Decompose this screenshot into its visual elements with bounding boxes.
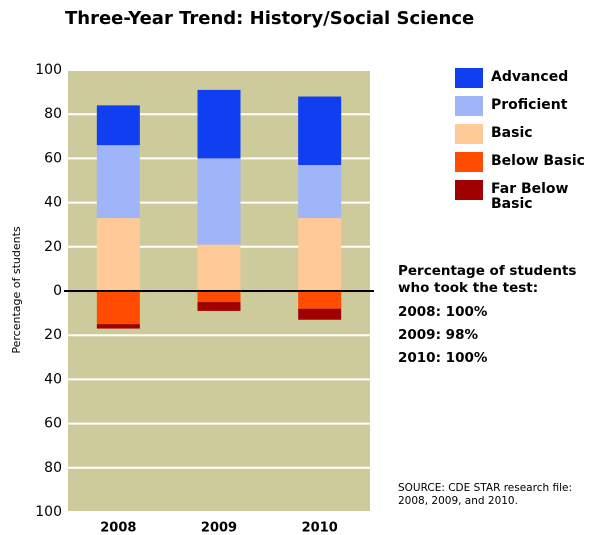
source: SOURCE: CDE STAR research file: 2008, 20… [398, 482, 572, 507]
chart-title: Three-Year Trend: History/Social Science [65, 8, 474, 29]
legend-swatch [455, 180, 483, 200]
y-tick-label: 100 [35, 62, 62, 78]
legend-swatch [455, 124, 483, 144]
bar-segment [197, 158, 241, 245]
y-tick-label: 20 [44, 239, 62, 255]
legend-label: Below Basic [491, 153, 585, 169]
bar-segment [298, 165, 342, 219]
legend-label: Advanced [491, 69, 569, 85]
legend-label: Proficient [491, 97, 568, 113]
note-line: 2010: 100% [398, 350, 488, 366]
legend-item: Below Basic [455, 152, 586, 180]
legend-swatch [455, 68, 483, 88]
y-tick-label: 40 [44, 371, 62, 387]
y-tick-label: 40 [44, 195, 62, 211]
y-tick-label: 60 [44, 150, 62, 166]
legend-item: Proficient [455, 96, 586, 124]
legend-item: Basic [455, 124, 586, 152]
legend-swatch [455, 152, 483, 172]
y-tick-label: 60 [44, 416, 62, 432]
bar-segment [298, 96, 342, 166]
bar-segment [298, 291, 342, 309]
y-tick-label: 20 [44, 327, 62, 343]
bar-segment [96, 145, 140, 219]
legend-label: Far Below Basic [491, 181, 569, 212]
x-tick-label: 2008 [100, 521, 136, 535]
bar-segment [298, 308, 342, 320]
x-tick-label: 2009 [201, 521, 237, 535]
y-tick-label: 80 [44, 106, 62, 122]
legend: Advanced Proficient Basic Below Basic Far Be… [455, 68, 586, 212]
x-tick-label: 2010 [302, 521, 338, 535]
y-tick-label: 80 [44, 460, 62, 476]
bar-segment [96, 105, 140, 146]
bar-segment [96, 324, 140, 329]
bar-segment [96, 291, 140, 325]
legend-item: Far Below Basic [455, 180, 586, 212]
bar-segment [197, 244, 241, 291]
bar-segment [197, 302, 241, 311]
legend-swatch [455, 96, 483, 116]
bar-segment [197, 291, 241, 303]
note-line: 2008: 100% [398, 304, 488, 320]
legend-item: Advanced [455, 68, 586, 96]
legend-label: Basic [491, 125, 533, 141]
y-tick-label: 100 [35, 504, 62, 520]
bar-segment [197, 89, 241, 159]
note-heading: Percentage of students who took the test… [398, 263, 577, 296]
bar-segment [96, 218, 140, 291]
y-tick-label: 0 [53, 283, 62, 299]
note-line: 2009: 98% [398, 327, 478, 343]
bar-segment [298, 218, 342, 291]
y-axis-label: Percentage of students [10, 226, 23, 354]
notes: 2008: 100% 2009: 98% 2010: 100% [398, 304, 598, 373]
